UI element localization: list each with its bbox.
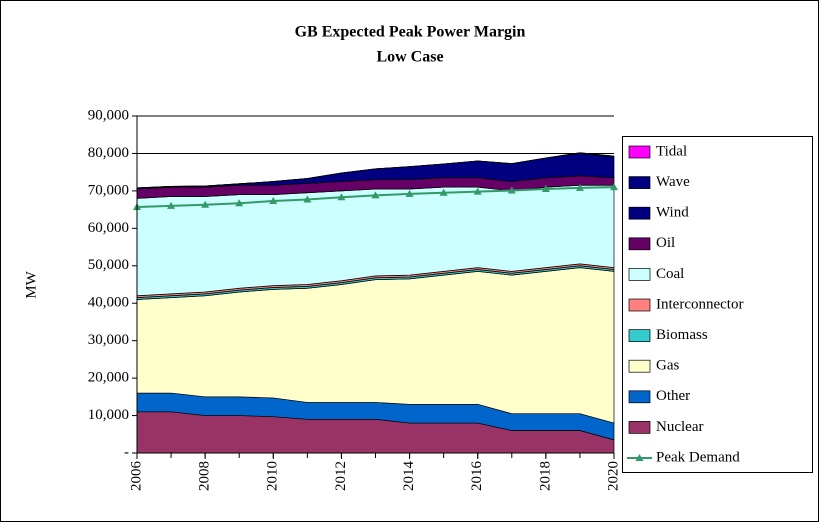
legend-swatch [628, 359, 651, 373]
marker [575, 183, 584, 191]
legend-label: Nuclear [656, 419, 703, 435]
marker [303, 195, 312, 203]
legend-swatch [628, 329, 651, 342]
x-tick-label: 2020 [605, 461, 621, 491]
x-tick-label: 2008 [197, 461, 213, 491]
legend-swatch [628, 206, 651, 220]
legend-label: Oil [656, 235, 675, 251]
x-tick-label: 2010 [265, 461, 281, 491]
marker [507, 186, 516, 194]
marker [337, 193, 346, 201]
y-tick-label: 70,000 [88, 182, 129, 198]
x-tick-label: 2012 [333, 461, 349, 491]
y-tick-label: 30,000 [88, 332, 129, 348]
y-tick-label: 80,000 [88, 145, 129, 161]
legend-label: Biomass [656, 327, 708, 343]
marker [405, 189, 414, 197]
area [136, 152, 615, 189]
legend-marker [635, 454, 644, 461]
chart-subtitle: Low Case [376, 49, 443, 66]
legend-swatch [628, 390, 651, 404]
x-tick-label: 2018 [537, 461, 553, 491]
legend-label: Wind [656, 205, 689, 221]
marker [371, 191, 380, 199]
x-tick-label: 2014 [401, 461, 417, 492]
legend-swatch [628, 298, 651, 312]
legend-label: Tidal [656, 143, 687, 159]
y-tick-label: 60,000 [88, 220, 129, 236]
legend-label: Gas [656, 358, 679, 374]
marker [473, 187, 482, 195]
marker [269, 196, 278, 204]
legend-swatch [628, 145, 651, 159]
marker [610, 183, 618, 191]
y-tick-label: 20,000 [88, 370, 129, 386]
y-tick-label: 90,000 [88, 107, 129, 123]
legend-swatch [628, 237, 651, 251]
y-axis-label: MW [23, 270, 39, 298]
chart-title: GB Expected Peak Power Margin [295, 24, 526, 41]
legend-label: Coal [656, 266, 684, 282]
legend-swatch [628, 421, 651, 434]
marker [167, 201, 176, 209]
y-tick-label: 50,000 [88, 257, 129, 273]
y-tick-label: 10,000 [88, 407, 129, 423]
legend-swatch [628, 268, 651, 281]
legend-swatch [628, 176, 651, 189]
x-tick-label: 2016 [469, 461, 485, 492]
legend-label: Wave [656, 174, 690, 190]
marker [235, 199, 244, 207]
y-tick-label: - [124, 444, 129, 460]
y-tick-label: 40,000 [88, 295, 129, 311]
x-tick-label: 2006 [128, 461, 144, 492]
marker [201, 200, 210, 208]
marker [439, 188, 448, 196]
legend-box [622, 136, 813, 473]
legend-label: Peak Demand [656, 449, 740, 465]
marker [541, 185, 550, 193]
legend-label: Interconnector [656, 296, 743, 312]
legend-label: Other [656, 388, 690, 404]
